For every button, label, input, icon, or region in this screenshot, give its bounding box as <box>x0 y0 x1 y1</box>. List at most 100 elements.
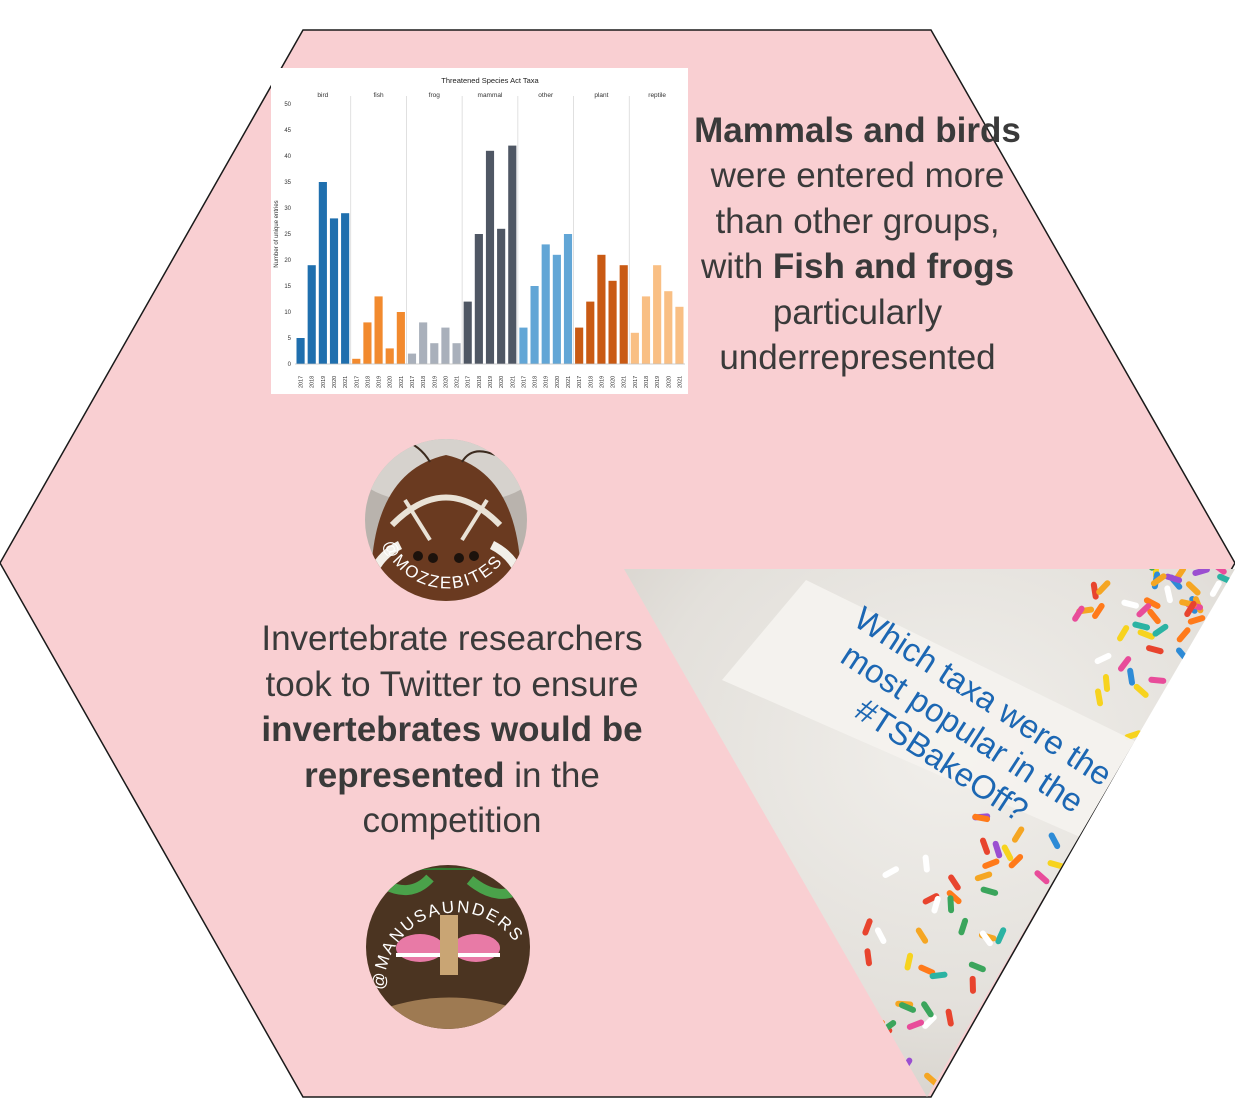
x-tick-label: 2020 <box>611 376 617 388</box>
sprinkle <box>1008 853 1024 869</box>
x-tick-label: 2017 <box>354 376 360 388</box>
group-label-reptile: reptile <box>648 92 666 99</box>
sprinkle <box>1187 693 1206 703</box>
sprinkle <box>1106 978 1125 986</box>
sprinkle <box>882 866 900 878</box>
x-tick-label: 2018 <box>421 376 427 388</box>
bar-frog-2017 <box>407 353 417 364</box>
sprinkle <box>1177 689 1196 697</box>
sprinkle <box>1136 746 1155 756</box>
sprinkle <box>1166 735 1183 748</box>
x-tick-label: 2019 <box>488 376 494 388</box>
y-tick-label: 0 <box>288 362 292 368</box>
x-tick-label: 2019 <box>544 376 550 388</box>
sprinkle <box>1028 958 1045 970</box>
sprinkle <box>1127 667 1136 686</box>
sprinkle <box>918 964 936 976</box>
bar-reptile-2019 <box>653 265 662 364</box>
x-tick-label: 2021 <box>622 376 628 388</box>
invertebrates-text: Invertebrate researchers took to Twitter… <box>236 616 668 844</box>
x-tick-label: 2018 <box>477 376 483 388</box>
sprinkle <box>1001 844 1014 862</box>
fish-frogs-bold: Fish and frogs <box>772 247 1015 287</box>
x-tick-label: 2019 <box>432 376 438 388</box>
bar-plant-2019 <box>597 254 606 364</box>
sprinkle <box>1082 1053 1100 1064</box>
bar-plant-2018 <box>586 301 595 364</box>
sprinkle <box>931 895 941 914</box>
bar-other-2021 <box>563 234 573 364</box>
y-tick-label: 45 <box>284 128 291 134</box>
sprinkle <box>874 927 887 944</box>
sprinkle <box>1137 629 1155 640</box>
sprinkle <box>972 813 991 823</box>
invert-text-bold: invertebrates would be represented <box>261 710 643 795</box>
sprinkle <box>947 895 955 914</box>
sprinkle <box>1212 630 1224 648</box>
x-tick-label: 2017 <box>633 376 639 388</box>
x-tick-label: 2020 <box>499 376 505 388</box>
sprinkle <box>915 927 929 944</box>
sprinkle <box>1157 751 1175 762</box>
sprinkle <box>1062 878 1080 889</box>
x-tick-label: 2021 <box>510 376 516 388</box>
sprinkle <box>1176 627 1191 643</box>
sprinkle <box>1031 1034 1040 1053</box>
sprinkle <box>1020 970 1038 981</box>
x-tick-label: 2019 <box>377 376 383 388</box>
x-tick-label: 2021 <box>455 376 461 388</box>
sprinkle <box>1034 870 1050 885</box>
sprinkle <box>1059 966 1075 981</box>
group-label-fish: fish <box>374 92 385 99</box>
bar-bird-2021 <box>341 213 350 364</box>
sprinkle <box>1117 656 1132 672</box>
sprinkle <box>1136 603 1152 618</box>
sprinkle <box>1146 645 1164 655</box>
sprinkle <box>1143 597 1161 609</box>
x-tick-label: 2018 <box>310 376 316 388</box>
sprinkle <box>982 858 1000 869</box>
x-tick-label: 2018 <box>644 376 650 388</box>
mammals-birds-text: Mammals and birds were entered more than… <box>690 108 1025 380</box>
sprinkle <box>906 1019 925 1030</box>
bar-mammal-2019 <box>485 150 495 364</box>
sprinkle <box>922 1014 937 1029</box>
x-tick-label: 2019 <box>655 376 661 388</box>
y-tick-label: 10 <box>284 310 291 316</box>
x-tick-label: 2017 <box>410 376 416 388</box>
sprinkle <box>974 871 993 882</box>
bar-reptile-2020 <box>664 291 673 364</box>
sprinkle <box>1207 657 1224 670</box>
x-tick-label: 2019 <box>599 376 605 388</box>
sprinkle <box>1164 573 1183 584</box>
sprinkle <box>1111 1024 1127 1038</box>
sprinkle <box>1177 694 1196 705</box>
sprinkle <box>1147 608 1161 625</box>
bar-mammal-2018 <box>474 234 483 364</box>
sprinkle <box>1051 1038 1060 1057</box>
bar-bird-2020 <box>329 218 339 364</box>
sprinkle <box>1211 569 1227 575</box>
x-tick-label: 2021 <box>566 376 572 388</box>
sprinkle <box>1011 826 1025 843</box>
bar-bird-2018 <box>307 265 316 364</box>
sprinkle <box>1013 989 1023 1008</box>
sprinkle <box>1055 1020 1071 1035</box>
y-tick-label: 30 <box>284 206 291 212</box>
y-tick-label: 20 <box>284 258 291 264</box>
sprinkle <box>1027 1000 1037 1018</box>
sprinkle <box>1164 585 1173 604</box>
sprinkle <box>1122 1021 1134 1039</box>
sprinkle <box>921 1001 934 1018</box>
sprinkle <box>1193 745 1209 760</box>
y-tick-label: 5 <box>288 336 292 342</box>
sprinkle <box>958 917 969 936</box>
sprinkle <box>1184 600 1197 618</box>
sprinkle <box>1073 1006 1091 1013</box>
sprinkle <box>899 1002 917 1013</box>
sprinkle <box>864 948 872 967</box>
sprinkle <box>945 1008 954 1027</box>
taxa-bar-chart: Threatened Species Act Taxa Number of uni… <box>271 68 688 394</box>
x-tick-label: 2017 <box>299 376 305 388</box>
